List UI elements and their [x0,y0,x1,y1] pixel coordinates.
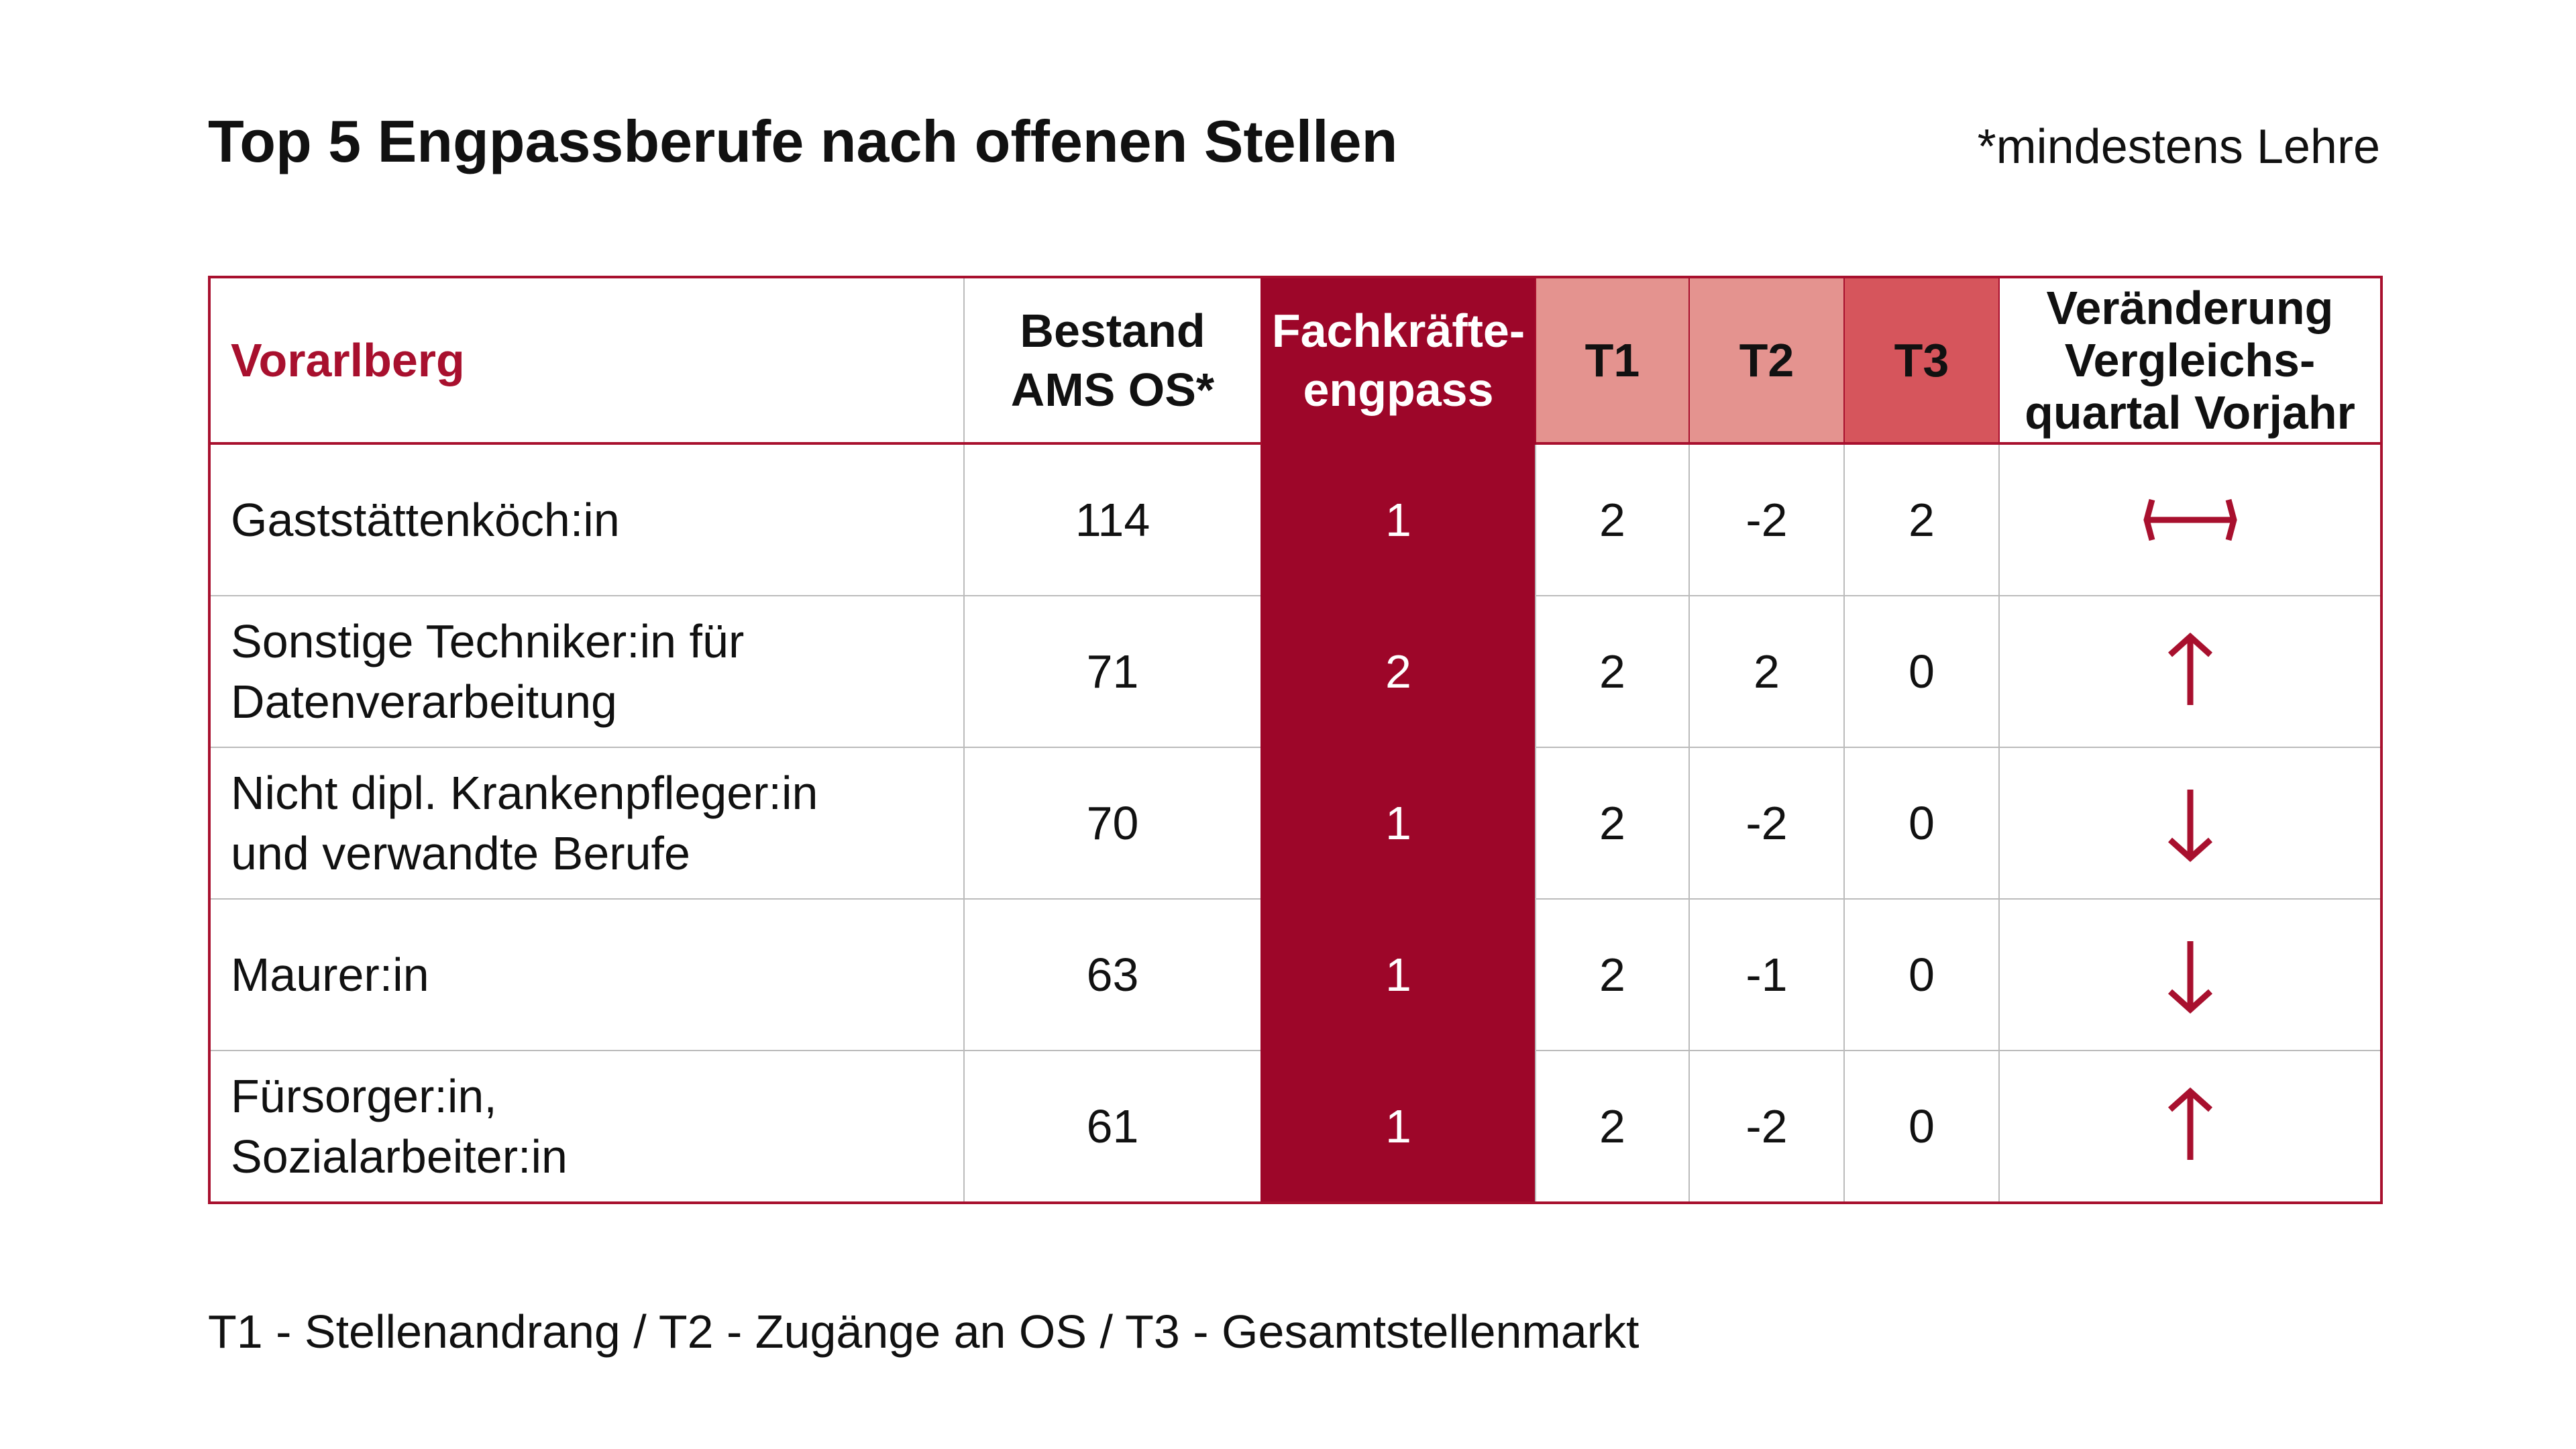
t2-cell: -2 [1688,1050,1844,1203]
bestand-cell: 70 [963,747,1261,899]
fachkraefteengpass-cell: 1 [1260,443,1536,596]
header-region: Vorarlberg [209,276,964,445]
change-cell [1998,747,2381,899]
legend-footer: T1 - Stellenandrang / T2 - Zugänge an OS… [208,1305,1640,1358]
fachkraefteengpass-cell: 1 [1260,1050,1536,1203]
occupation-cell: Sonstige Techniker:in für Datenverarbeitu… [209,595,964,747]
table-row: Gaststättenköch:in 114 1 2 -2 2 [209,443,2381,596]
t1-cell: 2 [1535,443,1689,596]
bestand-cell: 71 [963,595,1261,747]
header-fk-line1: Fachkräfte- [1271,305,1525,357]
table-row: Maurer:in 63 1 2 -1 0 [209,898,2381,1051]
occupation-line1: Gaststättenköch:in [231,494,620,546]
occupation-line1: Nicht dipl. Krankenpfleger:in [231,767,818,819]
footnote-marker: *mindestens Lehre [1977,120,2380,174]
change-cell [1998,443,2381,596]
page-title: Top 5 Engpassberufe nach offenen Stellen [208,108,1398,174]
t2-cell: 2 [1688,595,1844,747]
table-row: Fürsorger:in, Sozialarbeiter:in 61 1 2 -2 0 [209,1050,2381,1203]
t3-cell: 0 [1843,1050,1999,1203]
header-t2: T2 [1688,276,1844,445]
change-cell [1998,898,2381,1051]
occupation-line2: Datenverarbeitung [231,676,617,728]
t3-cell: 0 [1843,747,1999,899]
t1-cell: 2 [1535,747,1689,899]
change-cell [1998,595,2381,747]
occupation-cell: Maurer:in [209,898,964,1051]
header-change: Veränderung Vergleichs-quartal Vorjahr [1998,276,2381,445]
table-row: Sonstige Techniker:in für Datenverarbeitu… [209,595,2381,747]
up-arrow-icon [2167,1087,2212,1160]
header-t1: T1 [1535,276,1689,445]
t1-cell: 2 [1535,1050,1689,1203]
header-fk-line2: engpass [1303,364,1494,416]
header-change-line1: Veränderung [2046,282,2334,334]
header-fachkraefteengpass: Fachkräfte-engpass [1260,276,1536,445]
occupation-cell: Fürsorger:in, Sozialarbeiter:in [209,1050,964,1203]
header-bestand-line1: Bestand [1020,305,1205,357]
down-arrow-icon [2167,941,2212,1014]
occupation-cell: Gaststättenköch:in [209,443,964,596]
fachkraefteengpass-cell: 1 [1260,898,1536,1051]
left-right-arrow-icon [2143,498,2237,541]
change-cell [1998,1050,2381,1203]
header-bestand-line2: AMS OS* [1010,364,1215,416]
table-row: Nicht dipl. Krankenpfleger:in und verwand… [209,747,2381,899]
t2-cell: -2 [1688,747,1844,899]
engpass-table: Vorarlberg Bestand AMS OS* Fachkräfte-eng… [208,276,2383,1204]
header-t3: T3 [1843,276,1999,445]
header-change-line3: quartal Vorjahr [2025,386,2355,439]
occupation-line2: und verwandte Berufe [231,827,690,879]
t1-cell: 2 [1535,898,1689,1051]
up-arrow-icon [2167,632,2212,705]
occupation-line1: Maurer:in [231,949,429,1001]
t2-cell: -1 [1688,898,1844,1051]
t3-cell: 2 [1843,443,1999,596]
t3-cell: 0 [1843,898,1999,1051]
t2-cell: -2 [1688,443,1844,596]
down-arrow-icon [2167,790,2212,863]
bestand-cell: 114 [963,443,1261,596]
bestand-cell: 61 [963,1050,1261,1203]
occupation-cell: Nicht dipl. Krankenpfleger:in und verwand… [209,747,964,899]
header-row: Vorarlberg Bestand AMS OS* Fachkräfte-eng… [209,276,2381,445]
bestand-cell: 63 [963,898,1261,1051]
header-change-line2: Vergleichs- [2064,334,2316,386]
fachkraefteengpass-cell: 2 [1260,595,1536,747]
t3-cell: 0 [1843,595,1999,747]
t1-cell: 2 [1535,595,1689,747]
occupation-line1: Sonstige Techniker:in für [231,615,745,667]
occupation-line2: Sozialarbeiter:in [231,1130,568,1183]
fachkraefteengpass-cell: 1 [1260,747,1536,899]
header-bestand: Bestand AMS OS* [963,276,1261,445]
occupation-line1: Fürsorger:in, [231,1070,497,1122]
